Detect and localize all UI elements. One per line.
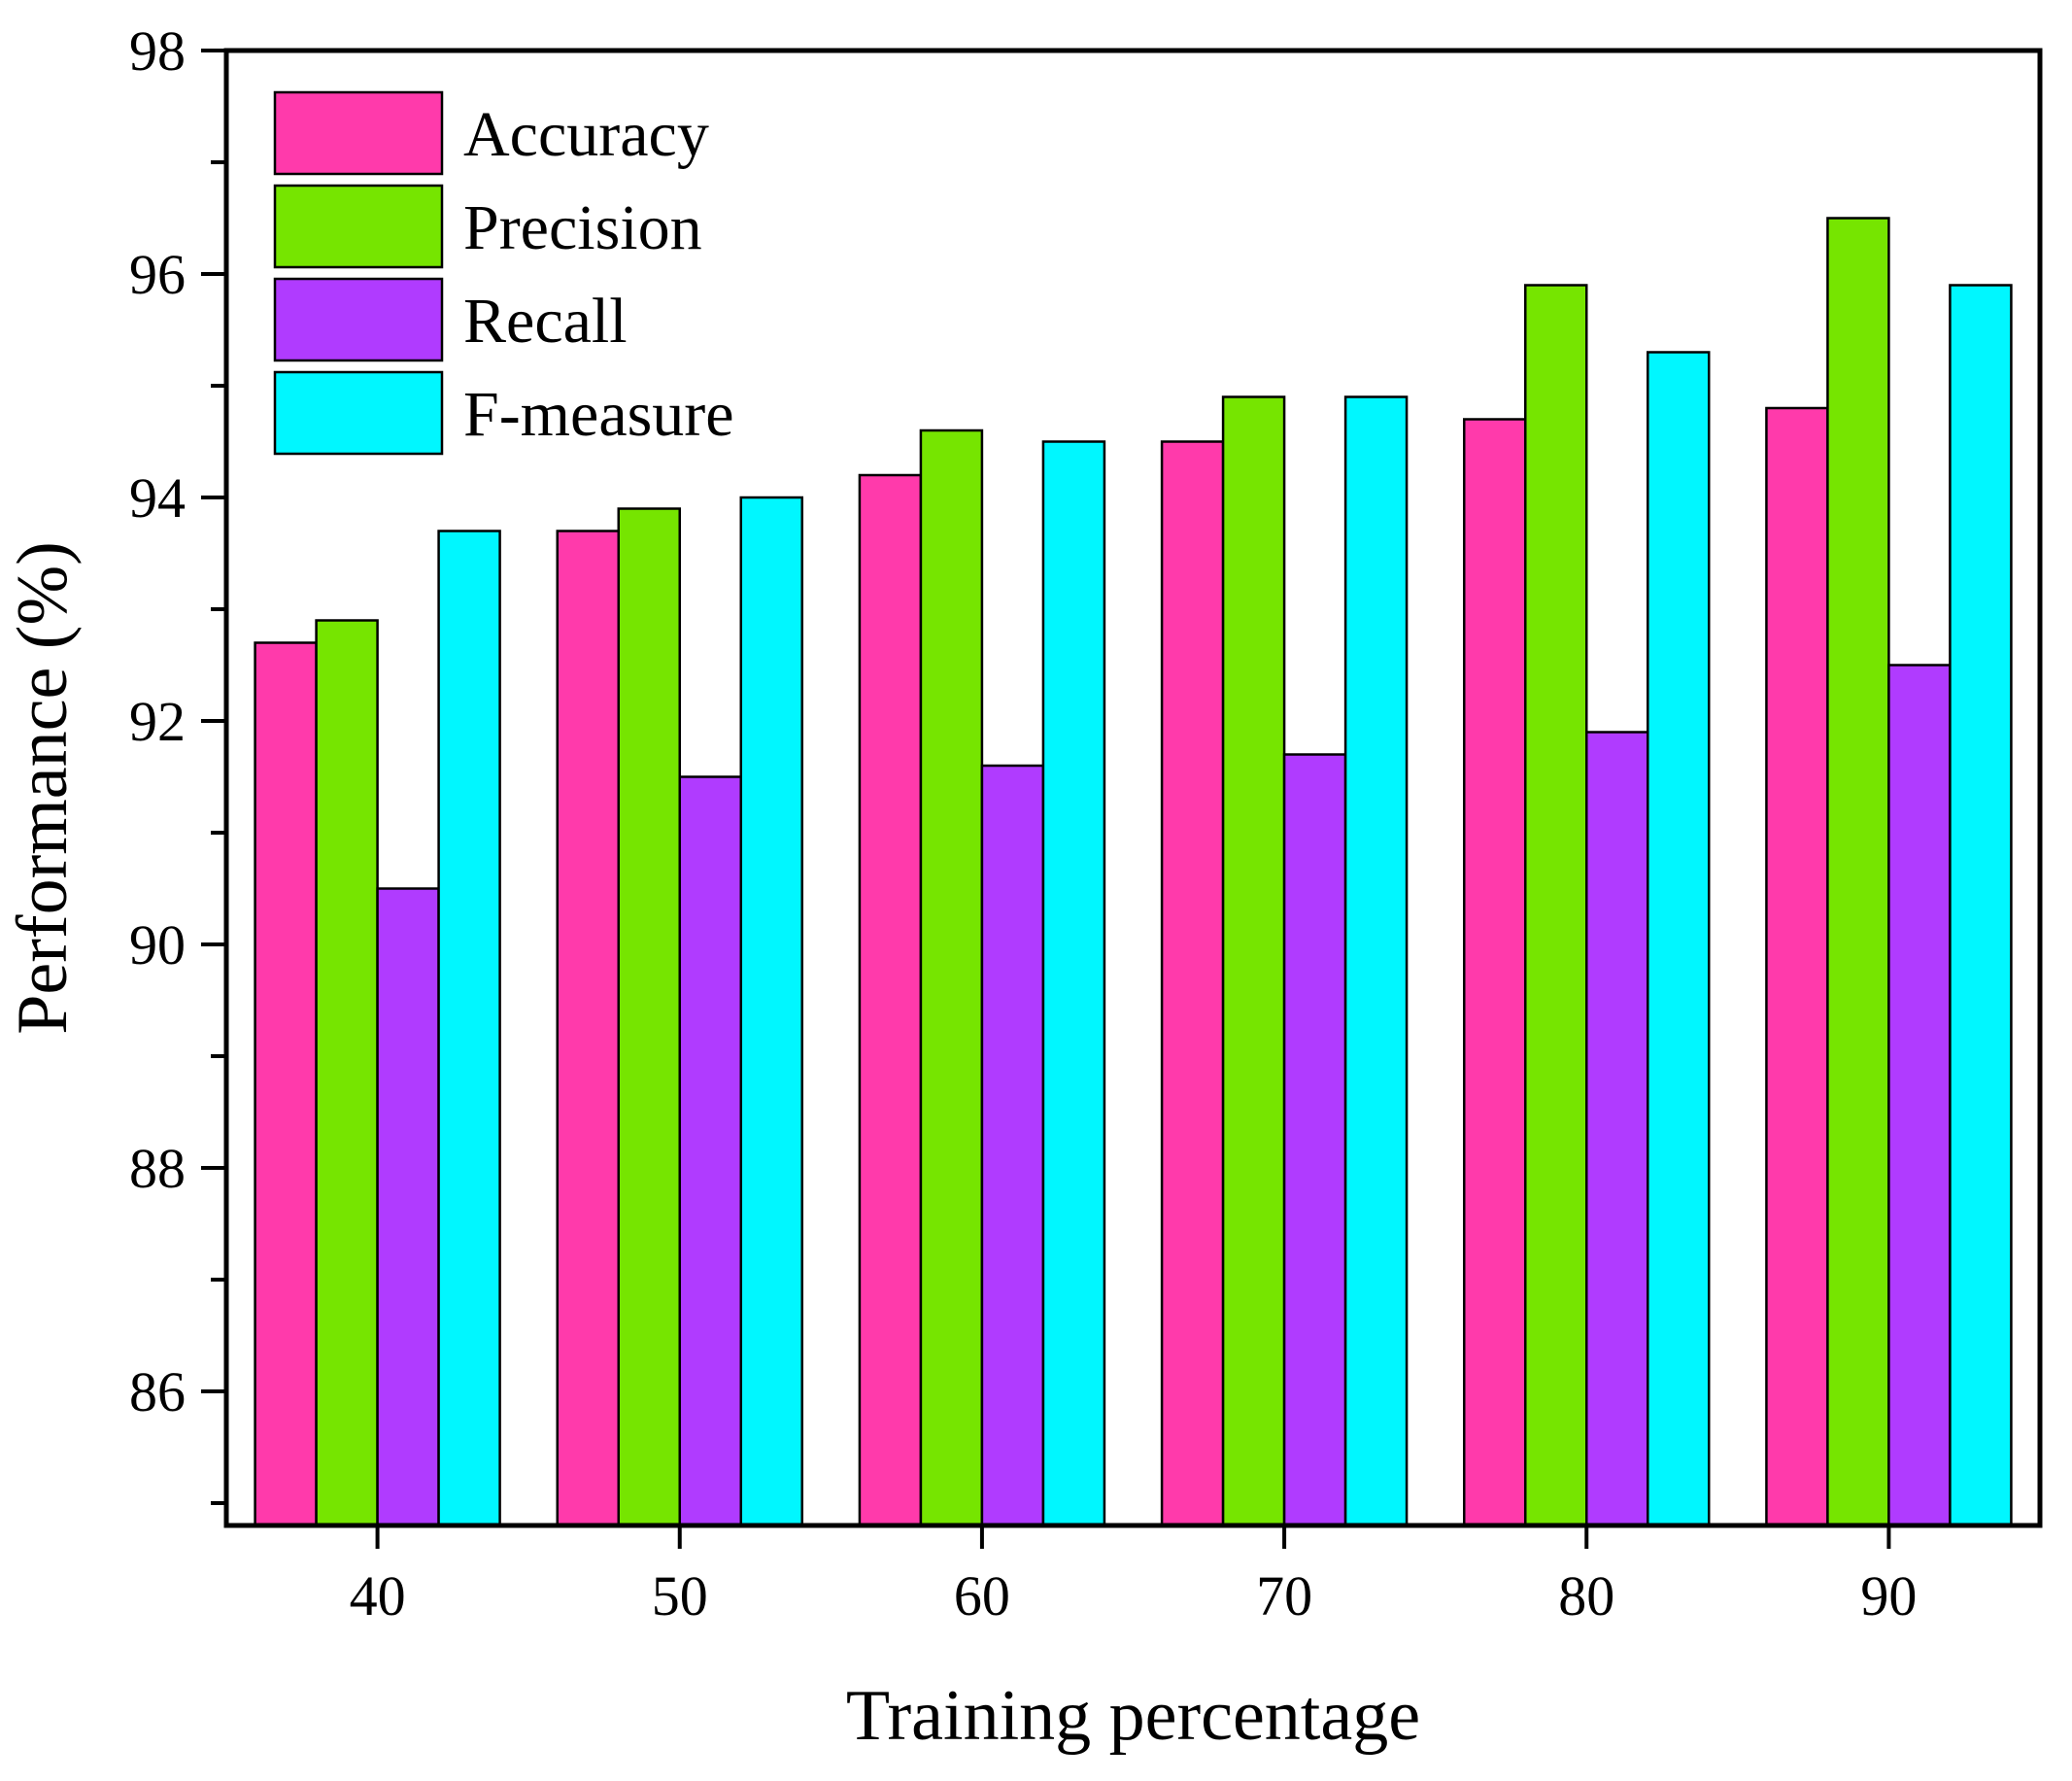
x-tick-label: 70 [1256, 1564, 1312, 1627]
bar-f-measure-40 [437, 530, 501, 1527]
x-tick-label: 90 [1860, 1564, 1917, 1627]
bar-f-measure-60 [1041, 440, 1106, 1527]
bars-layer [254, 217, 2013, 1527]
bar-f-measure-50 [739, 496, 803, 1527]
bar-recall-60 [980, 764, 1045, 1527]
bar-accuracy-40 [254, 641, 318, 1527]
y-tick-label: 98 [129, 19, 186, 83]
legend-swatch-accuracy [273, 90, 444, 176]
bar-recall-70 [1282, 753, 1347, 1527]
y-axis-ticks: 86 88 90 92 94 96 98 [129, 19, 226, 1505]
legend-swatch-recall [273, 277, 444, 362]
bar-accuracy-80 [1463, 418, 1527, 1527]
bar-f-measure-90 [1949, 284, 2013, 1527]
legend-label-f-measure: F-measure [463, 379, 734, 450]
bar-precision-60 [919, 428, 984, 1527]
bar-precision-70 [1221, 395, 1286, 1527]
bar-accuracy-50 [556, 530, 620, 1527]
x-tick-label: 50 [652, 1564, 708, 1627]
legend-label-precision: Precision [463, 192, 702, 263]
bar-f-measure-70 [1343, 395, 1409, 1527]
bar-recall-50 [678, 775, 742, 1527]
legend-swatch-precision [273, 184, 444, 269]
y-tick-label: 88 [129, 1137, 186, 1200]
y-tick-label: 86 [129, 1360, 186, 1423]
legend-label-accuracy: Accuracy [463, 99, 709, 170]
bar-precision-90 [1826, 217, 1890, 1527]
bar-precision-40 [315, 619, 379, 1527]
bar-accuracy-60 [858, 473, 923, 1527]
x-axis-ticks: 40 50 60 70 80 90 [350, 1525, 1917, 1627]
legend-swatch-f-measure [273, 370, 444, 456]
bar-accuracy-90 [1765, 406, 1829, 1527]
bar-recall-90 [1887, 664, 1952, 1527]
bar-recall-40 [376, 887, 440, 1527]
x-tick-label: 80 [1558, 1564, 1614, 1627]
x-tick-label: 60 [954, 1564, 1010, 1627]
y-tick-label: 94 [129, 466, 186, 530]
y-tick-label: 96 [129, 243, 186, 306]
x-axis-title: Training percentage [846, 1676, 1420, 1756]
y-axis-title: Performance (%) [3, 541, 83, 1034]
legend-label-recall: Recall [463, 286, 628, 357]
bar-precision-80 [1524, 284, 1588, 1527]
bar-accuracy-70 [1160, 440, 1225, 1527]
legend: Accuracy Precision Recall F-measure [273, 90, 734, 456]
y-tick-label: 92 [129, 690, 186, 753]
bar-f-measure-80 [1647, 351, 1711, 1527]
plot-frame [223, 48, 2043, 1528]
bar-precision-50 [617, 507, 681, 1527]
x-tick-label: 40 [350, 1564, 406, 1627]
axes-layer [223, 48, 2043, 1528]
y-tick-label: 90 [129, 913, 186, 976]
bar-recall-80 [1585, 731, 1649, 1527]
